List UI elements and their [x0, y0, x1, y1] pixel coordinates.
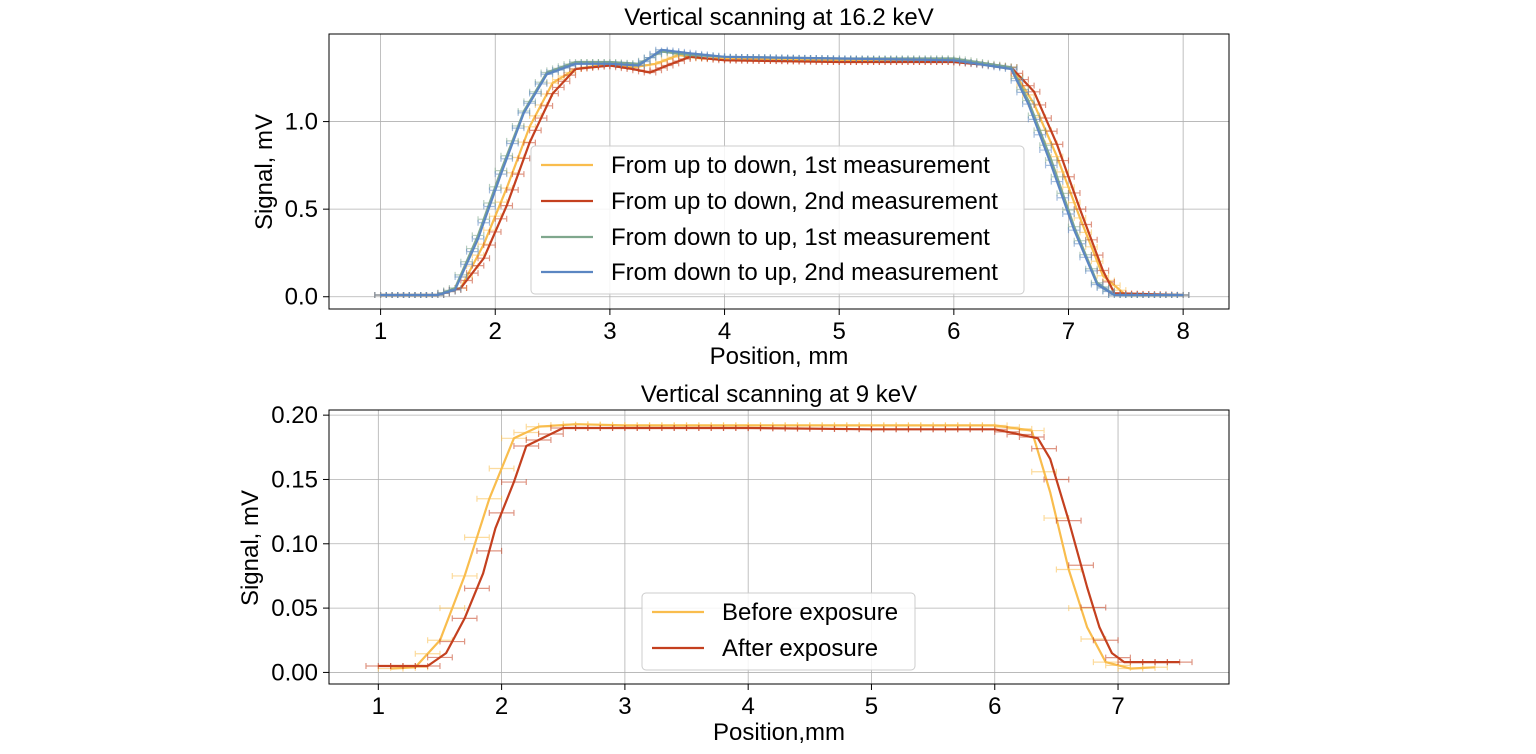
chart-top-xtick-label: 5 — [833, 318, 846, 345]
legend-label-before: Before exposure — [722, 599, 898, 626]
chart-bottom-ytick-label: 0.20 — [271, 402, 318, 429]
chart-bottom-series-line-1 — [378, 426, 1180, 668]
chart-top-series — [374, 46, 1190, 298]
chart-top-title: Vertical scanning at 16.2 keV — [624, 4, 934, 31]
chart-bottom-xtick-label: 4 — [741, 693, 754, 720]
chart-bottom-xtick-label: 7 — [1111, 693, 1124, 720]
chart-top-xtick-label: 8 — [1176, 318, 1189, 345]
chart-top-xlabel: Position, mm — [710, 343, 849, 370]
chart-top-ticks: 1 2 3 4 5 6 7 8 0.0 0.5 1.0 — [285, 109, 1190, 345]
chart-top-ytick-label: 0.0 — [285, 284, 318, 311]
chart-top-series-line-1 — [380, 55, 1184, 297]
chart-top-legend: From up to down, 1st measurement From up… — [530, 145, 1025, 295]
legend-label-0: From up to down, 1st measurement — [611, 152, 990, 179]
chart-bottom-ytick-label: 0.00 — [271, 659, 318, 686]
chart-top-xtick-label: 1 — [374, 318, 387, 345]
chart-bottom-ytick-label: 0.10 — [271, 531, 318, 558]
chart-top-series-line-3 — [380, 48, 1184, 297]
legend-label-2: From down to up, 1st measurement — [611, 224, 990, 251]
chart-bottom-xtick-label: 2 — [495, 693, 508, 720]
chart-top-ylabel: Signal, mV — [251, 114, 278, 230]
legend-label-1: From up to down, 2nd measurement — [611, 188, 998, 215]
chart-top-xtick-label: 6 — [947, 318, 960, 345]
chart-top-ytick-label: 0.5 — [285, 196, 318, 223]
chart-top-legend-box — [530, 145, 1025, 295]
chart-bottom: Vertical scanning at 9 keV 1 2 3 4 5 6 7 0.00 0.… — [237, 381, 1230, 746]
chart-top-frame — [328, 33, 1230, 310]
chart-bottom-frame — [328, 409, 1230, 685]
chart-top-xtick-label: 4 — [718, 318, 731, 345]
chart-bottom-xtick-label: 6 — [988, 693, 1001, 720]
chart-bottom-legend: Before exposure After exposure — [641, 592, 916, 671]
chart-bottom-legend-box — [641, 592, 916, 671]
chart-top-series-line-2 — [380, 50, 1184, 297]
chart-top-ytick-label: 1.0 — [285, 109, 318, 136]
chart-bottom-xlabel: Position,mm — [713, 719, 845, 746]
chart-bottom-xtick-label: 3 — [618, 693, 631, 720]
chart-bottom-ytick-label: 0.05 — [271, 595, 318, 622]
chart-top-xtick-label: 7 — [1062, 318, 1075, 345]
legend-label-after: After exposure — [722, 635, 878, 662]
chart-bottom-ytick-label: 0.15 — [271, 466, 318, 493]
chart-top: Vertical scanning at 16.2 keV 1 2 3 4 5 6 7 8 0.… — [251, 4, 1230, 370]
chart-bottom-title: Vertical scanning at 9 keV — [641, 381, 917, 408]
chart-top-xtick-label: 2 — [489, 318, 502, 345]
chart-bottom-xtick-label: 5 — [865, 693, 878, 720]
legend-label-3: From down to up, 2nd measurement — [611, 259, 998, 286]
chart-bottom-series — [365, 421, 1193, 672]
chart-bottom-ylabel: Signal, mV — [237, 490, 264, 606]
chart-bottom-xtick-label: 1 — [372, 693, 385, 720]
chart-bottom-ticks: 1 2 3 4 5 6 7 0.00 0.05 0.10 0.15 0.20 — [271, 402, 1124, 720]
chart-top-xtick-label: 3 — [603, 318, 616, 345]
